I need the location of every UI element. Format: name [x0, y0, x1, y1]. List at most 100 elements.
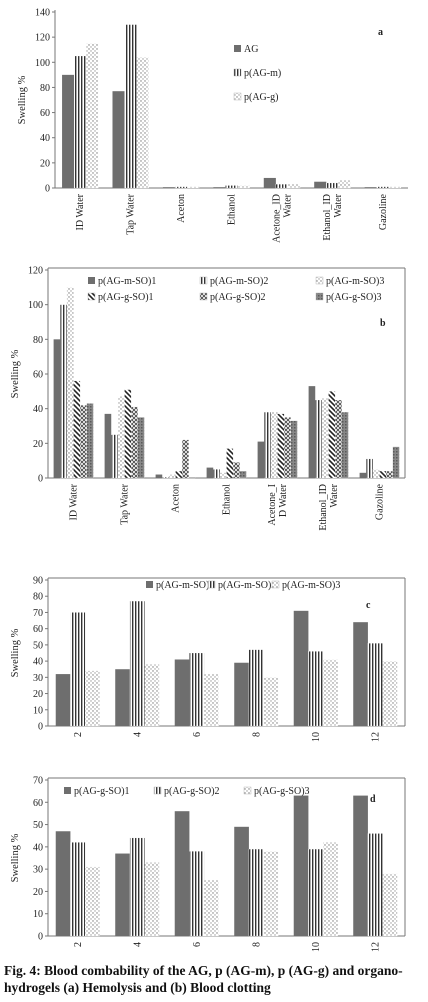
y-tick-label: 20: [33, 689, 43, 700]
legend-swatch: [199, 276, 208, 285]
bar-p-ag-g-so-1-1: [115, 853, 130, 936]
bar-p-ag-m--5: [326, 182, 339, 189]
y-tick-label: 0: [38, 474, 43, 485]
bar-p-ag-m-so-2-4: [308, 651, 324, 727]
bar-p-ag-g-so-1-3: [234, 826, 249, 936]
legend-swatch: [243, 786, 252, 795]
y-tick-label: 20: [33, 887, 43, 898]
legend-swatch: [88, 277, 95, 284]
bar-p-ag-g-so-2-4: [284, 417, 291, 479]
x-category-label: 8: [251, 942, 262, 947]
bar-p-ag-m-so-3-4: [322, 659, 338, 727]
bar-p-ag-m-so-3-6: [372, 469, 380, 479]
x-category-label: 10: [311, 942, 322, 952]
legend-swatch: [234, 45, 241, 52]
y-tick-label: 40: [33, 842, 43, 853]
bar-p-ag-m-so-2-0: [60, 304, 67, 479]
bar-p-ag-g-so-1-3: [226, 448, 234, 479]
y-tick-label: 100: [28, 300, 43, 311]
x-category-label: 4: [132, 732, 143, 737]
y-tick-label: 20: [33, 439, 43, 450]
legend-swatch: [146, 581, 153, 588]
bar-p-ag-g-so-3-1: [144, 862, 160, 937]
legend-entry: p(AG-m-SO)3: [326, 276, 384, 287]
bar-p-ag-g-so-3-0: [84, 866, 100, 937]
bar-p-ag-m-so-2-5: [315, 399, 322, 479]
legend-entry: p(AG-m-SO)3: [282, 580, 340, 591]
y-axis-label: Swelling %: [10, 349, 21, 398]
legend-entry: AG: [244, 44, 258, 55]
bar-p-ag-g-so-1-4: [293, 795, 309, 936]
x-category-label: 2: [73, 732, 84, 737]
bar-p-ag-m-so-3-0: [66, 287, 74, 479]
bar-p-ag-m-so-3-2: [168, 474, 176, 479]
bar-p-ag-g-so-2-0: [70, 842, 86, 937]
y-tick-label: 80: [40, 83, 50, 94]
bar-p-ag-g-so-2-5: [367, 833, 383, 937]
bar-ag-3: [213, 187, 226, 188]
panel-label: d: [370, 794, 376, 805]
legend-swatch: [64, 787, 71, 794]
x-category-label: Ethanol: [227, 194, 238, 225]
bar-p-ag-m-so-3-5: [321, 398, 329, 479]
bar-p-ag-g--0: [86, 43, 99, 189]
legend-entry: p(AG-m-SO)1: [156, 580, 214, 591]
bar-p-ag-m-so-2-3: [213, 469, 220, 479]
y-axis-label: Swelling %: [17, 75, 28, 124]
y-tick-label: 90: [33, 576, 43, 587]
legend-swatch: [153, 786, 162, 795]
x-category-label: 6: [192, 942, 203, 947]
bar-p-ag-m-so-1-3: [206, 467, 214, 478]
y-tick-label: 80: [33, 592, 43, 603]
legend-entry: p(AG-m-SO)2: [210, 276, 268, 287]
bar-p-ag-g--1: [136, 57, 149, 189]
x-category-label: Water: [282, 193, 293, 217]
x-category-label: ID Water: [75, 193, 86, 230]
bar-p-ag-g-so-2-3: [248, 848, 264, 937]
bar-ag-1: [112, 91, 125, 188]
y-tick-label: 40: [33, 404, 43, 415]
y-tick-label: 60: [40, 108, 50, 119]
bar-p-ag-g-so-1-4: [277, 413, 285, 479]
bar-p-ag-m-so-2-3: [248, 649, 264, 727]
x-category-label: 10: [311, 732, 322, 742]
bar-p-ag-m-so-2-2: [162, 477, 169, 479]
bar-p-ag-m-so-1-4: [257, 441, 265, 478]
bar-p-ag-g--3: [237, 185, 250, 189]
bar-p-ag-m-so-1-0: [55, 674, 71, 726]
x-category-label: Water: [329, 483, 340, 507]
legend-entry: p(AG-g-SO)3: [326, 292, 382, 303]
bar-ag-5: [314, 181, 327, 188]
x-category-label: 8: [251, 732, 262, 737]
legend-entry: p(AG-g-SO)3: [254, 786, 310, 797]
bar-p-ag-g-so-2-2: [189, 851, 205, 937]
legend-entry: p(AG-g-SO)2: [210, 292, 266, 303]
bar-p-ag-m-so-2-5: [367, 643, 383, 727]
bar-p-ag-g-so-2-6: [386, 470, 393, 479]
bar-p-ag-m-so-1-3: [234, 662, 249, 726]
bar-p-ag-m-so-1-2: [174, 659, 190, 726]
bar-p-ag-g-so-3-2: [188, 477, 196, 479]
bar-p-ag-g--2: [187, 186, 200, 189]
y-tick-label: 40: [33, 657, 43, 668]
x-category-label: Aceton: [176, 194, 187, 223]
bar-p-ag-g-so-1-1: [124, 389, 132, 479]
x-category-label: Ethanol: [222, 484, 233, 515]
y-tick-label: 40: [40, 133, 50, 144]
bar-p-ag-g--5: [338, 180, 351, 189]
bar-p-ag-m-so-3-3: [219, 472, 227, 479]
y-tick-label: 50: [33, 820, 43, 831]
bar-p-ag-m-so-2-6: [366, 458, 373, 479]
figure-caption: Fig. 4: Blood combability of the AG, p (…: [4, 963, 403, 995]
y-tick-label: 50: [33, 640, 43, 651]
bar-p-ag-m-so-1-5: [353, 622, 368, 726]
x-category-label: Aceton: [171, 484, 182, 513]
bar-p-ag-m-so-3-5: [382, 661, 398, 727]
bar-p-ag-m-so-3-2: [203, 673, 219, 727]
bar-p-ag-g--4: [287, 184, 301, 189]
bar-p-ag-g-so-1-6: [379, 470, 387, 479]
bar-p-ag-g-so-2-0: [80, 405, 87, 479]
bar-p-ag-m-so-3-1: [117, 396, 125, 479]
y-tick-label: 120: [28, 266, 43, 277]
bar-p-ag-m-so-2-0: [70, 612, 86, 727]
